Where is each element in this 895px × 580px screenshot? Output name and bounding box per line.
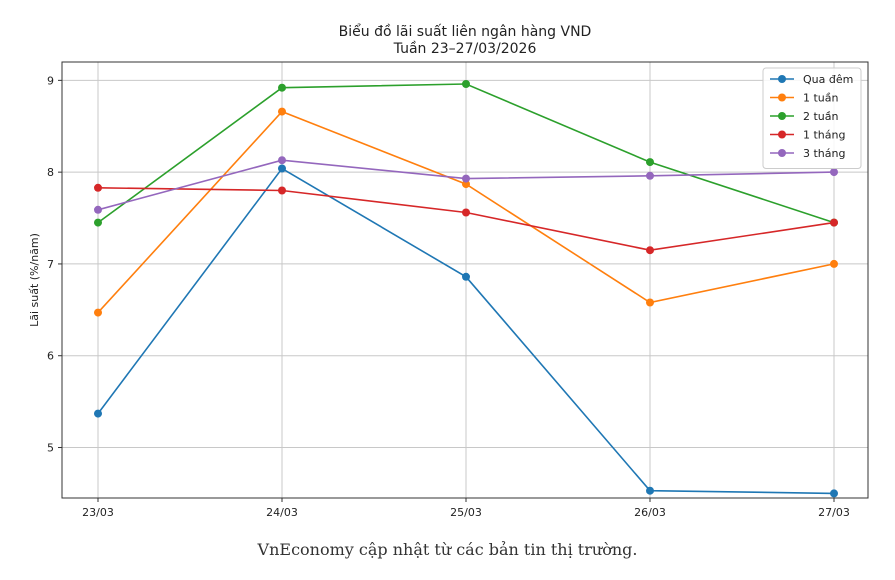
legend-label: 1 tuần <box>803 92 839 105</box>
legend-marker <box>778 93 786 102</box>
line-chart: Biểu đồ lãi suất liên ngân hàng VND Tuần… <box>28 23 869 519</box>
legend-marker <box>778 130 786 139</box>
legend-marker <box>778 149 786 157</box>
legend: Qua đêm 1 tuần 2 tuần 1 tháng 3 tháng <box>762 67 862 169</box>
grid <box>62 62 868 498</box>
data-point <box>646 246 654 255</box>
legend-label: 3 tháng <box>803 147 845 160</box>
data-point <box>94 308 102 317</box>
data-point <box>462 180 470 189</box>
series-3 <box>94 80 838 227</box>
data-point <box>462 174 470 183</box>
x-tick-label: 27/03 <box>818 506 850 519</box>
data-point <box>94 409 102 418</box>
legend-marker <box>778 112 786 120</box>
x-tick-label: 24/03 <box>266 506 298 519</box>
data-point <box>646 171 654 180</box>
data-point <box>94 183 102 192</box>
data-point <box>278 186 286 195</box>
x-tick-label: 25/03 <box>450 506 482 519</box>
data-point <box>94 218 102 227</box>
legend-item: 2 tuần <box>770 110 839 123</box>
data-point <box>646 158 654 167</box>
data-point <box>462 80 470 88</box>
legend-label: 2 tuần <box>803 110 839 123</box>
series-4 <box>94 183 838 255</box>
chart-subtitle: Tuần 23–27/03/2026 <box>393 41 537 57</box>
data-point <box>278 83 286 92</box>
data-point <box>278 164 286 173</box>
data-point <box>646 486 654 495</box>
data-point <box>830 489 838 498</box>
series-1 <box>94 164 838 498</box>
source-caption: VnEconomy cập nhật từ các bản tin thị tr… <box>257 540 638 559</box>
data-point <box>830 218 838 227</box>
legend-item: 3 tháng <box>770 147 845 160</box>
plot-area-frame <box>61 61 869 499</box>
data-point <box>830 168 838 177</box>
y-axis-label: Lãi suất (%/năm) <box>28 233 41 327</box>
y-axis: 5 6 7 8 9 <box>47 74 62 455</box>
y-tick-label: 9 <box>47 74 54 87</box>
y-tick-label: 8 <box>47 166 54 179</box>
series-2 <box>94 107 838 317</box>
data-point <box>830 259 838 268</box>
legend-label: 1 tháng <box>803 129 845 142</box>
x-tick-label: 23/03 <box>82 506 114 519</box>
data-point <box>278 156 286 165</box>
data-point <box>94 205 102 214</box>
data-point <box>462 272 470 281</box>
y-tick-label: 7 <box>47 258 54 271</box>
legend-box <box>762 67 862 169</box>
y-tick-label: 5 <box>47 442 54 455</box>
y-tick-label: 6 <box>47 350 54 363</box>
x-axis: 23/03 24/03 25/03 26/03 27/03 <box>82 498 850 519</box>
data-point <box>646 298 654 307</box>
legend-item: 1 tuần <box>770 92 839 105</box>
x-tick-label: 26/03 <box>634 506 666 519</box>
data-point <box>462 208 470 217</box>
series-group <box>94 80 838 498</box>
legend-label: Qua đêm <box>803 73 853 86</box>
series-5 <box>94 156 838 214</box>
legend-item: Qua đêm <box>770 73 853 86</box>
legend-item: 1 tháng <box>770 129 845 142</box>
data-point <box>278 107 286 116</box>
chart-title: Biểu đồ lãi suất liên ngân hàng VND <box>339 23 592 40</box>
legend-marker <box>778 75 786 83</box>
